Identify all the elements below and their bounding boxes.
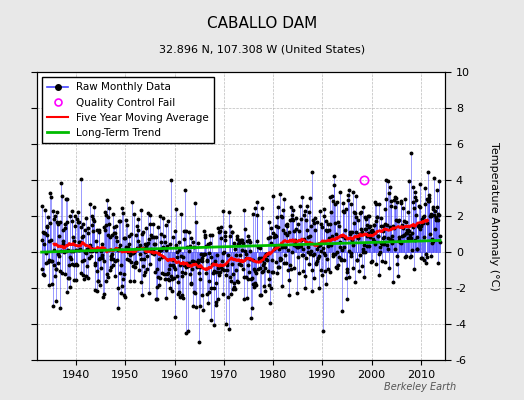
- Text: Berkeley Earth: Berkeley Earth: [384, 382, 456, 392]
- Text: 32.896 N, 107.308 W (United States): 32.896 N, 107.308 W (United States): [159, 44, 365, 54]
- Y-axis label: Temperature Anomaly (°C): Temperature Anomaly (°C): [489, 142, 499, 290]
- Legend: Raw Monthly Data, Quality Control Fail, Five Year Moving Average, Long-Term Tren: Raw Monthly Data, Quality Control Fail, …: [42, 77, 214, 143]
- Text: CABALLO DAM: CABALLO DAM: [207, 16, 317, 31]
